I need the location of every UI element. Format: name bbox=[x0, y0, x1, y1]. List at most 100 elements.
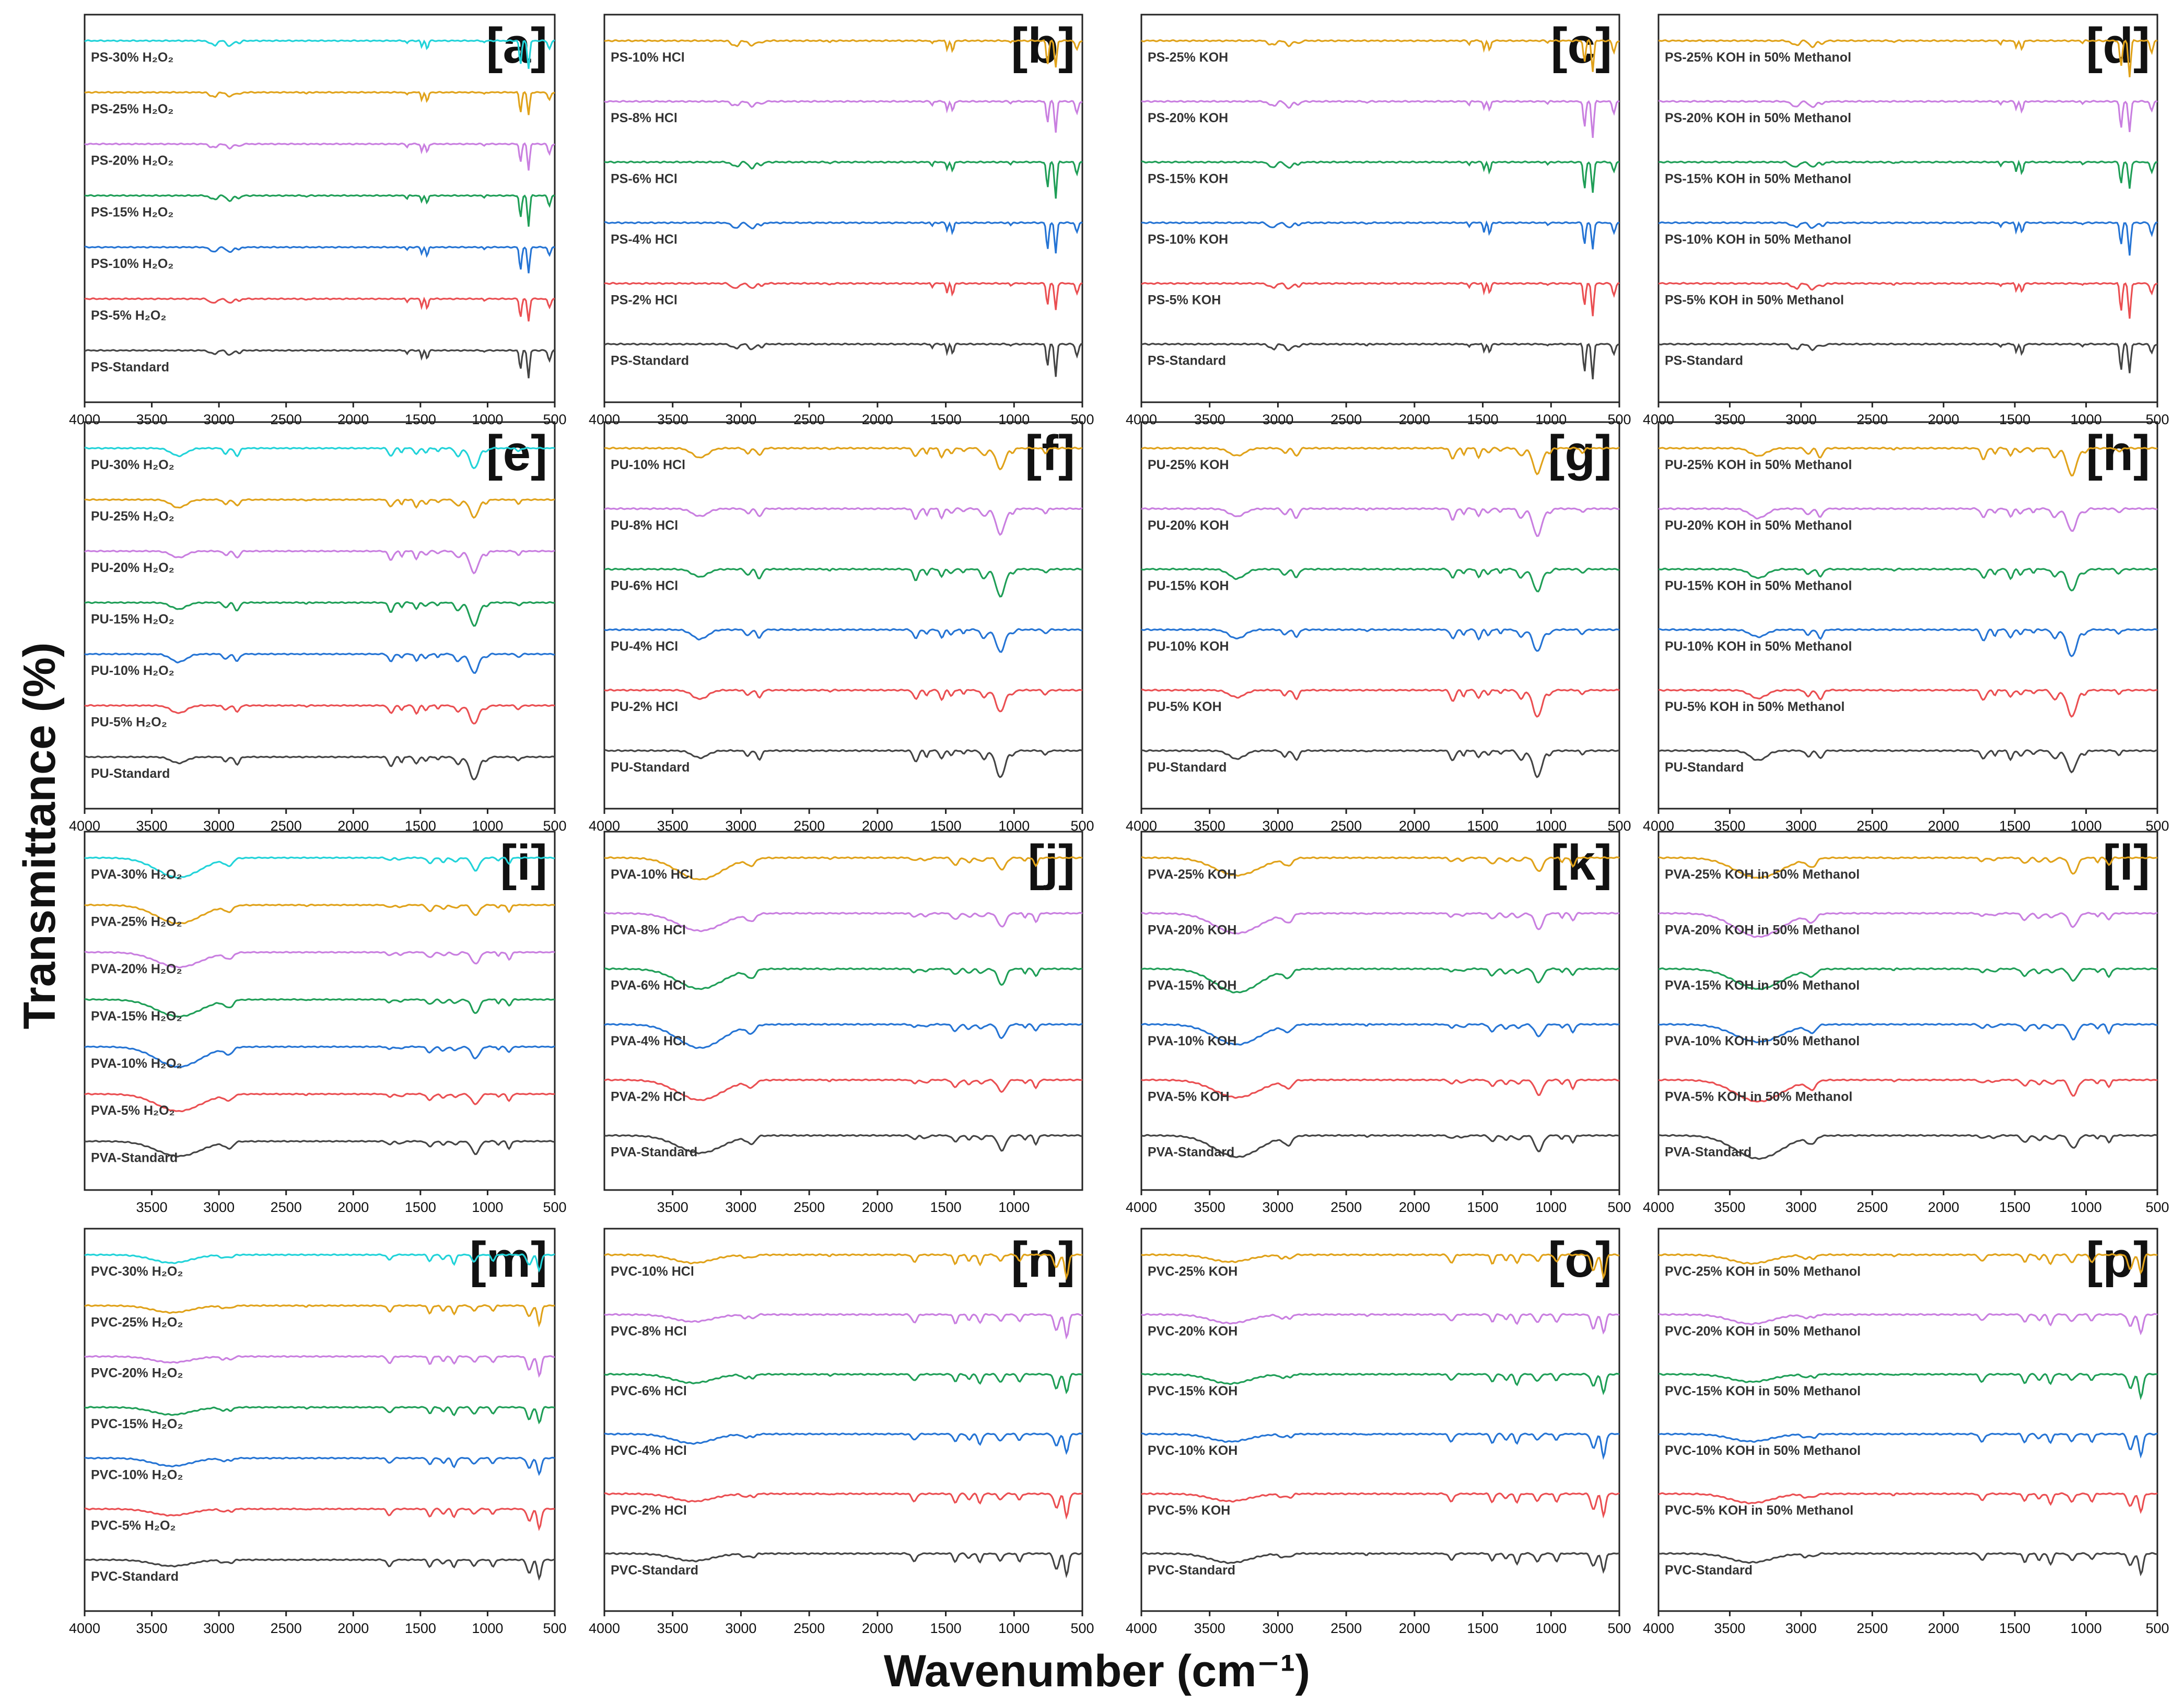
spectrum-line bbox=[604, 628, 1083, 653]
x-tick-label: 1500 bbox=[930, 1620, 962, 1636]
x-tick-label: 3500 bbox=[136, 412, 168, 427]
spectrum-line bbox=[84, 1140, 555, 1158]
spectrum-line bbox=[84, 1456, 555, 1476]
series-label: PS-Standard bbox=[1148, 354, 1226, 368]
spectrum-line bbox=[604, 1134, 1083, 1154]
series-label: PVC-10% KOH bbox=[1148, 1443, 1237, 1458]
series-label: PU-20% KOH bbox=[1148, 518, 1229, 533]
x-tick-label: 2000 bbox=[1928, 1620, 1959, 1636]
spectrum-line bbox=[1141, 220, 1620, 250]
spectrum-line bbox=[1141, 1253, 1620, 1280]
series-label: PVA-5% KOH bbox=[1148, 1089, 1230, 1104]
series-label: PVA-15% KOH bbox=[1148, 978, 1236, 993]
series-label: PVC-5% H₂O₂ bbox=[91, 1519, 176, 1533]
series-label: PS-15% KOH in 50% Methanol bbox=[1665, 171, 1851, 186]
x-tick-label: 3000 bbox=[725, 412, 756, 427]
series-label: PVC-15% KOH in 50% Methanol bbox=[1665, 1384, 1861, 1398]
series-label: PVC-2% HCl bbox=[611, 1503, 687, 1518]
x-tick-label: 3500 bbox=[1194, 412, 1225, 427]
panel-letter: [k] bbox=[1551, 835, 1612, 891]
panel-frame bbox=[1657, 421, 2158, 810]
series-label: PVC-Standard bbox=[1665, 1563, 1753, 1578]
x-tick-label: 2500 bbox=[1856, 1620, 1888, 1636]
spectrum-line bbox=[604, 1078, 1083, 1101]
spectrum-line bbox=[84, 1406, 555, 1425]
series-label: PVC-10% KOH in 50% Methanol bbox=[1665, 1443, 1861, 1458]
x-tick-label: 2000 bbox=[1399, 412, 1430, 427]
panel-frame bbox=[1657, 1228, 2158, 1612]
series-label: PVA-Standard bbox=[91, 1151, 178, 1165]
panel-letter: [h] bbox=[2086, 425, 2150, 481]
x-tick-label: 1500 bbox=[1467, 1199, 1499, 1215]
panel-frame bbox=[1657, 14, 2158, 403]
x-tick-label: 2500 bbox=[1856, 412, 1888, 427]
spectrum-line bbox=[1658, 1552, 2158, 1577]
series-label: PU-25% KOH bbox=[1148, 458, 1229, 472]
series-label: PVC-5% KOH in 50% Methanol bbox=[1665, 1503, 1853, 1518]
x-tick-label: 2000 bbox=[1928, 412, 1959, 427]
x-tick-label: 3500 bbox=[657, 1620, 688, 1636]
spectrum-line bbox=[604, 967, 1083, 990]
x-tick-label: 3000 bbox=[1262, 1620, 1293, 1636]
series-label: PVC-5% KOH bbox=[1148, 1503, 1230, 1518]
series-label: PVC-Standard bbox=[1148, 1563, 1235, 1578]
x-tick-label: 4000 bbox=[69, 1620, 100, 1636]
x-tick-label: 3500 bbox=[1194, 1620, 1225, 1636]
x-tick-label: 4000 bbox=[589, 1620, 620, 1636]
spectrum-line bbox=[1658, 567, 2158, 592]
panel-frame bbox=[84, 421, 556, 810]
spectrum-line bbox=[84, 1558, 555, 1581]
x-tick-label: 3000 bbox=[1785, 412, 1817, 427]
series-label: PU-5% KOH in 50% Methanol bbox=[1665, 699, 1845, 714]
spectrum-line bbox=[84, 998, 555, 1018]
series-label: PU-6% HCl bbox=[611, 579, 678, 593]
panel-letter: [g] bbox=[1548, 425, 1612, 481]
panel-letter: [m] bbox=[470, 1232, 547, 1288]
panel-grid: 4000 3500 3000 2500 2000 1500 1000 500 [a] PS-30%… bbox=[69, 14, 2169, 1636]
x-tick-label: 500 bbox=[1607, 1620, 1631, 1636]
panel-frame bbox=[1140, 1228, 1620, 1612]
x-tick-label: 1500 bbox=[405, 1620, 436, 1636]
spectrum-line bbox=[604, 1023, 1083, 1049]
series-label: PVA-25% H₂O₂ bbox=[91, 914, 182, 929]
series-label: PU-10% KOH bbox=[1148, 639, 1229, 654]
x-tick-label: 1500 bbox=[930, 412, 962, 427]
x-tick-label: 3500 bbox=[1194, 1199, 1225, 1215]
spectrum-line bbox=[1141, 1432, 1620, 1460]
series-label: PVC-15% H₂O₂ bbox=[91, 1417, 183, 1431]
x-tick-label: 1000 bbox=[2071, 1620, 2102, 1636]
x-tick-label: 1500 bbox=[930, 1199, 962, 1215]
panel-frame bbox=[84, 14, 556, 403]
x-tick-label: 2000 bbox=[862, 412, 893, 427]
x-tick-label: 1500 bbox=[405, 412, 436, 427]
x-tick-label: 3000 bbox=[1785, 1199, 1817, 1215]
x-tick-label: 1000 bbox=[472, 1620, 503, 1636]
series-label: PU-Standard bbox=[1148, 760, 1227, 775]
series-label: PS-10% H₂O₂ bbox=[91, 256, 173, 271]
series-label: PVC-6% HCl bbox=[611, 1384, 687, 1398]
spectrum-line bbox=[84, 447, 555, 470]
series-label: PVC-10% H₂O₂ bbox=[91, 1467, 183, 1482]
x-tick-label: 2500 bbox=[271, 412, 302, 427]
spectrum-line bbox=[604, 507, 1083, 536]
series-label: PS-10% KOH bbox=[1148, 232, 1228, 247]
spectrum-line bbox=[1141, 39, 1620, 72]
series-label: PU-10% HCl bbox=[611, 458, 685, 472]
series-label: PVC-25% KOH bbox=[1148, 1264, 1237, 1279]
spectrum-line bbox=[1658, 1492, 2158, 1514]
series-label: PU-10% H₂O₂ bbox=[91, 663, 174, 678]
panel-letter: [p] bbox=[2086, 1232, 2150, 1288]
series-label: PVA-2% HCl bbox=[611, 1089, 686, 1104]
panel-letter: [f] bbox=[1025, 425, 1075, 481]
spectrum-line bbox=[1141, 1372, 1620, 1395]
spectrum-line bbox=[1141, 856, 1620, 877]
spectrum-line bbox=[1658, 856, 2158, 879]
panel-letter: [l] bbox=[2103, 835, 2150, 891]
x-tick-label: 3000 bbox=[203, 412, 235, 427]
spectrum-line bbox=[1658, 159, 2158, 189]
x-tick-label: 1000 bbox=[1535, 1199, 1567, 1215]
series-label: PS-20% H₂O₂ bbox=[91, 154, 173, 168]
x-tick-label: 3500 bbox=[136, 1199, 168, 1215]
spectrum-line bbox=[84, 652, 555, 674]
